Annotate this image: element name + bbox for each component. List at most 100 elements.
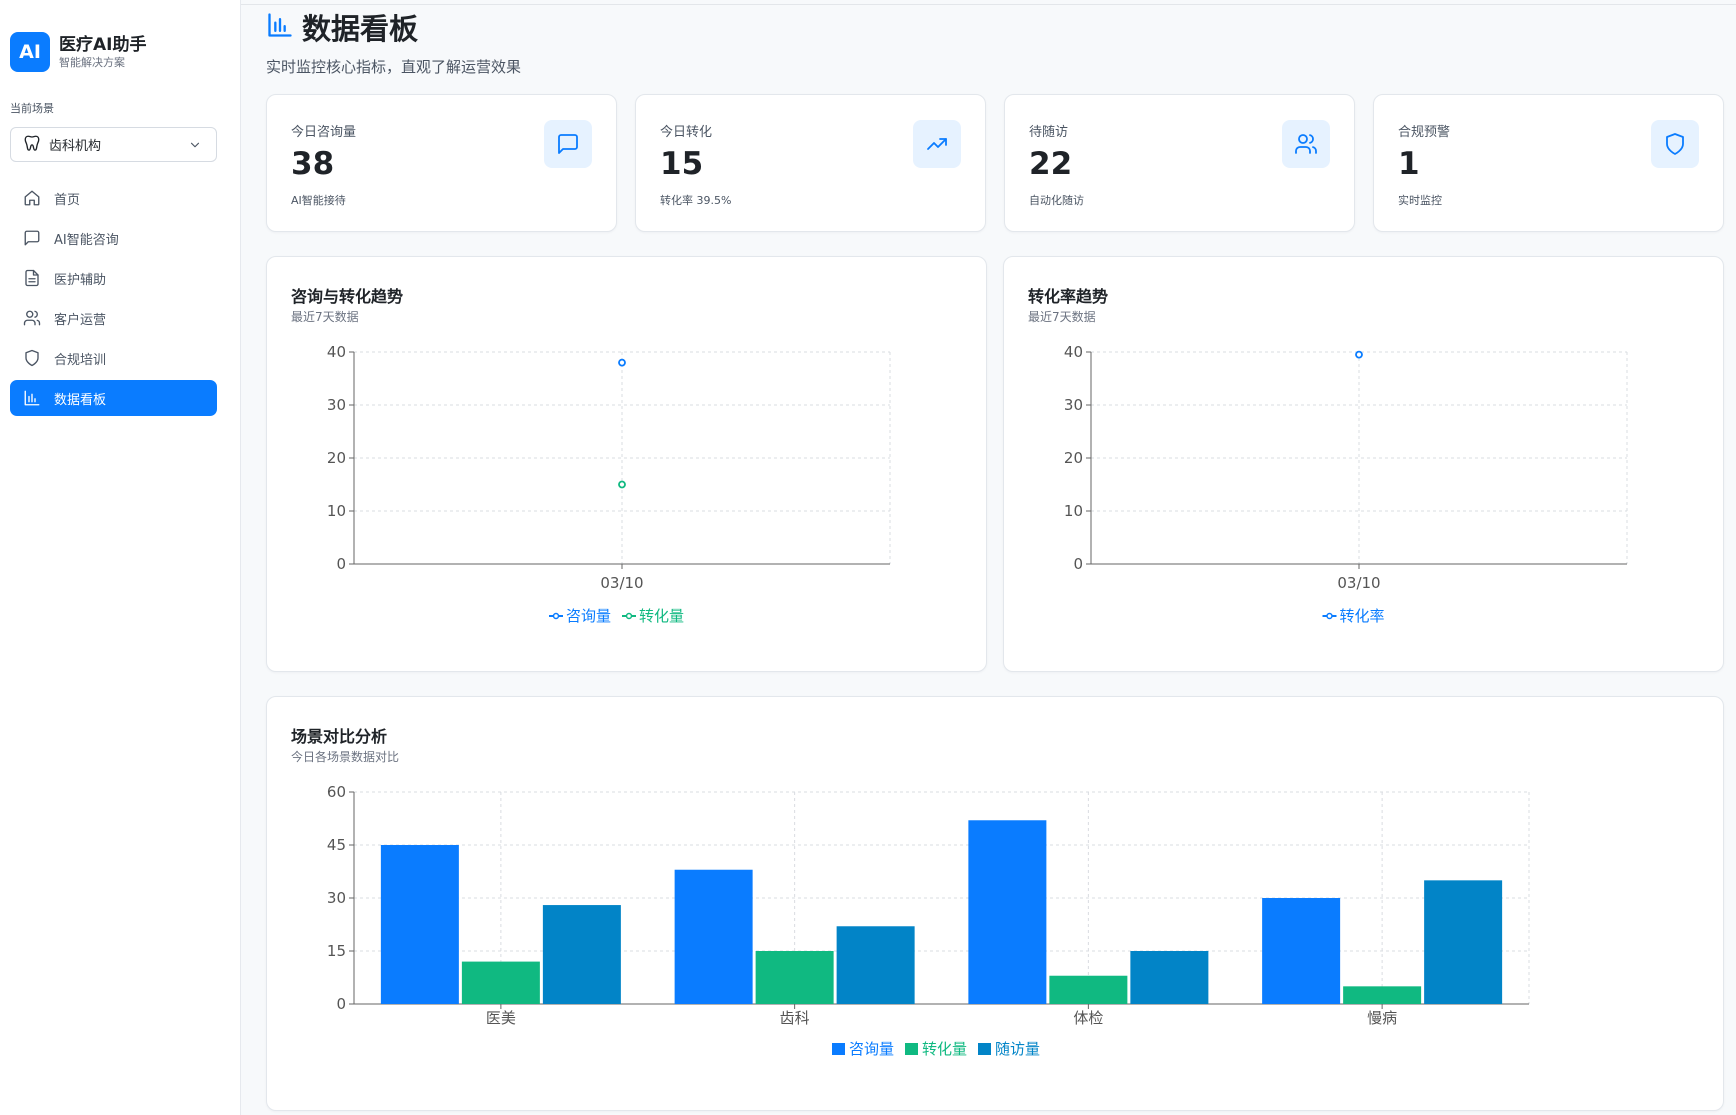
y-tick-label: 60 — [327, 783, 346, 801]
sidebar-item-home[interactable]: 首页 — [10, 180, 217, 216]
stat-card-conversion: 今日转化 15 转化率 39.5% — [635, 94, 986, 232]
data-point — [618, 358, 626, 367]
shield-icon — [22, 348, 42, 368]
y-tick-label: 10 — [327, 502, 346, 520]
stat-value: 15 — [660, 146, 704, 182]
rate-chart: 0 10 20 30 40 03/10 转化率 — [1064, 343, 1628, 625]
bar — [755, 951, 834, 1004]
y-tick-label: 30 — [327, 396, 346, 414]
bar-chart-icon — [266, 11, 294, 43]
legend-label: 随访量 — [995, 1040, 1040, 1058]
y-tick-label: 0 — [1073, 555, 1083, 573]
bar — [836, 926, 915, 1004]
sidebar-item-label: 数据看板 — [54, 392, 107, 408]
y-tick-label: 20 — [327, 449, 346, 467]
bar-chart-icon — [22, 388, 42, 408]
sidebar-item-ai-consult[interactable]: AI智能咨询 — [10, 220, 217, 256]
chart-title: 咨询与转化趋势 — [291, 287, 404, 306]
y-tick-label: 10 — [1064, 502, 1083, 520]
bar — [1424, 880, 1503, 1004]
y-tick-label: 20 — [1064, 449, 1083, 467]
y-tick-label: 0 — [336, 995, 346, 1013]
sidebar-item-dashboard[interactable]: 数据看板 — [10, 380, 217, 416]
chart-title: 转化率趋势 — [1028, 287, 1109, 306]
data-point — [1355, 350, 1363, 359]
bar — [1343, 986, 1422, 1004]
brand-subtitle: 智能解决方案 — [59, 56, 125, 69]
x-tick-label: 医美 — [486, 1009, 516, 1027]
home-icon — [22, 188, 42, 208]
y-tick-label: 40 — [327, 343, 346, 361]
chat-icon — [22, 228, 42, 248]
y-tick-label: 15 — [327, 942, 346, 960]
scene-value: 齿科机构 — [49, 139, 102, 154]
sidebar-item-label: 医护辅助 — [54, 272, 107, 288]
legend-label: 咨询量 — [566, 607, 611, 625]
stat-label: 合规预警 — [1398, 125, 1451, 140]
y-tick-label: 30 — [327, 889, 346, 907]
tooth-icon — [23, 134, 41, 156]
stat-card-followup: 待随访 22 自动化随访 — [1004, 94, 1355, 232]
bar — [968, 820, 1047, 1004]
chart-title: 场景对比分析 — [291, 727, 388, 746]
stat-sub: 实时监控 — [1398, 194, 1442, 207]
bar — [1130, 951, 1209, 1004]
legend-swatch — [905, 1043, 918, 1055]
sidebar-item-label: AI智能咨询 — [54, 232, 119, 248]
x-tick-label: 体检 — [1073, 1009, 1103, 1027]
chart-subtitle: 今日各场景数据对比 — [291, 750, 400, 764]
sidebar-item-label: 首页 — [54, 192, 81, 208]
bar — [1049, 975, 1128, 1004]
shield-icon — [1651, 120, 1699, 168]
stat-value: 38 — [291, 146, 335, 182]
legend-swatch — [832, 1043, 845, 1055]
y-tick-label: 45 — [327, 836, 346, 854]
page-subtitle: 实时监控核心指标，直观了解运营效果 — [266, 58, 522, 76]
scene-select[interactable]: 齿科机构 — [10, 127, 217, 162]
bar — [461, 961, 540, 1004]
bar — [380, 845, 459, 1004]
stat-value: 1 — [1398, 146, 1420, 182]
bar — [1262, 898, 1341, 1004]
page-title-row: 数据看板 — [266, 6, 521, 48]
users-icon — [1282, 120, 1330, 168]
legend-label: 咨询量 — [849, 1040, 894, 1058]
legend-label: 转化量 — [922, 1040, 967, 1058]
bar — [674, 869, 753, 1004]
brand-title: 医疗AI助手 — [59, 35, 147, 55]
data-point — [618, 480, 626, 489]
chat-icon — [544, 120, 592, 168]
legend-label: 转化率 — [1340, 607, 1385, 625]
legend-label: 转化量 — [639, 607, 684, 625]
chart-card-trend: 咨询与转化趋势 最近7天数据 0 10 20 30 40 03/10 咨询量 转化量 — [266, 256, 987, 672]
x-tick-label: 齿科 — [780, 1009, 810, 1027]
stat-label: 今日咨询量 — [291, 125, 357, 140]
top-divider — [241, 4, 1736, 5]
brand-logo: AI — [10, 32, 50, 72]
x-tick-label: 03/10 — [600, 574, 643, 592]
sidebar-item-customer-ops[interactable]: 客户运营 — [10, 300, 217, 336]
brand-text: 医疗AI助手 智能解决方案 — [59, 34, 146, 70]
x-tick-label: 慢病 — [1367, 1009, 1397, 1027]
chart-card-scene: 场景对比分析 今日各场景数据对比 0 15 30 45 60 医美 齿科 体检 慢病咨询量 转化量… — [266, 696, 1724, 1111]
stat-value: 22 — [1029, 146, 1073, 182]
stat-card-consult: 今日咨询量 38 AI智能接待 — [266, 94, 617, 232]
document-icon — [22, 268, 42, 288]
y-tick-label: 30 — [1064, 396, 1083, 414]
page-header: 数据看板 实时监控核心指标，直观了解运营效果 — [266, 6, 521, 77]
chevron-down-icon — [188, 137, 202, 156]
chart-subtitle: 最近7天数据 — [291, 310, 359, 324]
stat-label: 今日转化 — [660, 125, 713, 140]
sidebar-item-label: 客户运营 — [54, 312, 107, 328]
stat-sub: AI智能接待 — [291, 194, 346, 207]
trending-up-icon — [913, 120, 961, 168]
sidebar-item-compliance[interactable]: 合规培训 — [10, 340, 217, 376]
legend-marker — [1326, 612, 1333, 620]
legend-swatch — [978, 1043, 991, 1055]
x-tick-label: 03/10 — [1337, 574, 1380, 592]
chart-subtitle: 最近7天数据 — [1028, 310, 1096, 324]
stat-sub: 自动化随访 — [1029, 194, 1084, 207]
sidebar-item-medical-assist[interactable]: 医护辅助 — [10, 260, 217, 296]
